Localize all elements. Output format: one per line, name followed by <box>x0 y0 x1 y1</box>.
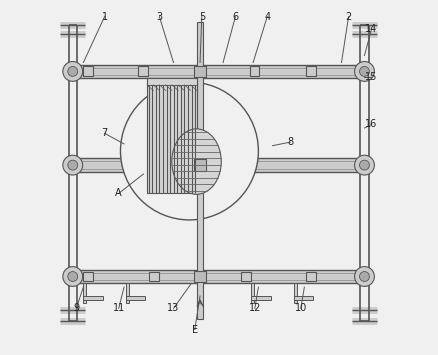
Circle shape <box>63 155 82 175</box>
Bar <box>194 159 205 171</box>
Circle shape <box>359 272 369 282</box>
Text: 1: 1 <box>101 12 107 22</box>
Text: 5: 5 <box>198 12 205 22</box>
Circle shape <box>354 155 374 175</box>
Circle shape <box>359 160 369 170</box>
Circle shape <box>67 272 78 282</box>
Text: 8: 8 <box>286 137 293 147</box>
Bar <box>194 66 205 77</box>
Circle shape <box>120 82 258 220</box>
Text: 16: 16 <box>364 120 377 130</box>
Ellipse shape <box>171 129 221 194</box>
Bar <box>293 296 312 300</box>
Bar <box>83 66 93 76</box>
Bar <box>126 283 128 303</box>
Circle shape <box>354 267 374 286</box>
Text: 9: 9 <box>73 303 79 313</box>
Bar <box>77 158 360 172</box>
Bar <box>305 272 315 282</box>
Text: 4: 4 <box>264 12 270 22</box>
Text: 13: 13 <box>167 303 179 313</box>
Text: 6: 6 <box>232 12 238 22</box>
Bar <box>83 296 102 300</box>
Bar <box>305 66 315 76</box>
Bar <box>77 270 360 283</box>
Text: 12: 12 <box>248 303 261 313</box>
Bar <box>251 296 270 300</box>
Bar <box>83 272 93 282</box>
Text: 11: 11 <box>112 303 124 313</box>
Text: 14: 14 <box>364 24 377 34</box>
Circle shape <box>354 61 374 81</box>
Bar <box>126 296 145 300</box>
Bar <box>251 283 254 303</box>
Bar <box>249 66 259 76</box>
Bar <box>147 78 196 193</box>
Circle shape <box>67 66 78 76</box>
Bar <box>293 283 296 303</box>
Circle shape <box>359 66 369 76</box>
Bar <box>83 283 86 303</box>
Text: A: A <box>115 189 122 198</box>
Text: 15: 15 <box>364 72 377 82</box>
Bar <box>194 271 205 282</box>
Text: 3: 3 <box>156 12 162 22</box>
Circle shape <box>63 61 82 81</box>
Bar <box>240 272 250 282</box>
Text: 2: 2 <box>345 12 351 22</box>
Circle shape <box>63 267 82 286</box>
Text: E: E <box>191 324 198 334</box>
Text: 10: 10 <box>294 303 306 313</box>
Text: 7: 7 <box>101 128 107 138</box>
Bar <box>148 272 158 282</box>
Bar <box>196 22 203 319</box>
Bar <box>138 66 148 76</box>
Bar <box>147 78 196 85</box>
Circle shape <box>67 160 78 170</box>
Bar <box>77 65 360 78</box>
